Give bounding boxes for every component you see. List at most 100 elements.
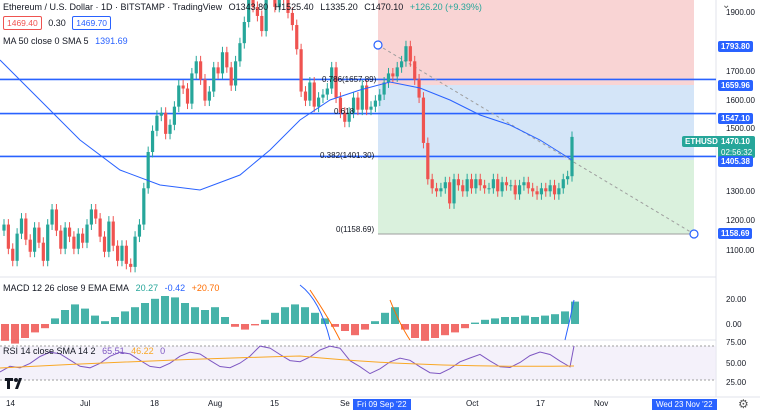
candle-body: [273, 0, 277, 7]
rsi-axis-tick: 75.00: [726, 338, 747, 347]
candle-body: [417, 79, 421, 98]
candle-body: [496, 179, 500, 192]
macd-histogram-bar: [181, 303, 189, 324]
candle-body: [434, 188, 439, 192]
macd-signal-line-2: [389, 299, 411, 341]
macd-histogram-bar: [471, 322, 479, 324]
candle-body: [286, 0, 290, 13]
rsi-legend-label: RSI 14 close SMA 14 2: [3, 346, 96, 356]
rsi-legend[interactable]: RSI 14 close SMA 14 2 65.51 46.22 0: [3, 345, 169, 357]
ma-legend-value: 1391.69: [95, 36, 128, 46]
candle-body: [478, 179, 482, 186]
candle-body: [81, 233, 85, 243]
fib-zone-green: [378, 160, 694, 234]
macd-legend[interactable]: MACD 12 26 close 9 EMA EMA 20.27 -0.42 +…: [3, 282, 223, 294]
price-tag-1547: 1547.10: [718, 113, 753, 124]
fib-label-786: 0.786(1657.89): [322, 75, 377, 84]
candle-body: [255, 6, 260, 16]
candle-body: [325, 88, 329, 95]
candle-body: [2, 224, 6, 231]
candle-body: [338, 97, 343, 113]
ohlc-change: +126.20 (+9.39%): [409, 2, 482, 12]
macd-histogram-bar: [191, 307, 199, 324]
macd-histogram-bar: [461, 324, 469, 329]
candle-body: [400, 61, 404, 68]
ma-legend[interactable]: MA 50 close 0 SMA 5 1391.69: [3, 35, 132, 47]
candle-body: [216, 67, 220, 74]
candle-body: [24, 218, 28, 240]
rsi-value: 65.51: [102, 346, 125, 356]
candle-body: [548, 185, 552, 192]
candle-body: [190, 73, 194, 104]
candle-body: [526, 182, 530, 189]
macd-histogram-bar: [541, 315, 549, 324]
macd-histogram-bar: [261, 319, 269, 324]
range-end-date[interactable]: Wed 23 Nov '22: [652, 399, 717, 410]
candle-body: [185, 88, 190, 104]
candle-body: [421, 97, 426, 143]
candle-body: [557, 188, 561, 195]
last-price: 1470.10: [721, 137, 750, 146]
candle-body: [290, 12, 294, 26]
candle-body: [500, 182, 504, 192]
settings-icon[interactable]: ⌄: [722, 0, 731, 11]
tradingview-logo[interactable]: [4, 374, 24, 392]
candle-body: [517, 185, 522, 195]
price-axis-tick: 1100.00: [726, 246, 755, 255]
candle-body: [448, 182, 452, 204]
macd-histogram-bar: [41, 324, 49, 329]
candle-body: [456, 179, 460, 186]
price-axis-tick: 1600.00: [726, 96, 755, 105]
candle-body: [142, 188, 146, 225]
time-tick-nov: Nov: [594, 399, 609, 408]
macd-histogram-bar: [121, 311, 129, 324]
candle-body: [19, 218, 24, 234]
candle-body: [535, 191, 539, 195]
range-start-date[interactable]: Fri 09 Sep '22: [353, 399, 411, 410]
macd-histogram-bar: [571, 301, 579, 324]
sell-button[interactable]: 1469.40: [3, 16, 42, 30]
candle-body: [365, 85, 369, 110]
candle-body: [395, 67, 399, 77]
candle-body: [32, 227, 37, 252]
candle-body: [85, 224, 89, 243]
gear-icon[interactable]: ⚙: [738, 397, 749, 410]
candle-body: [404, 46, 408, 62]
macd-histogram-bar: [1, 324, 9, 341]
macd-histogram-bar: [321, 318, 329, 324]
buy-button[interactable]: 1469.70: [72, 16, 112, 30]
candle-body: [566, 176, 570, 180]
spread-value: 0.30: [48, 18, 66, 28]
candle-body: [373, 100, 377, 107]
macd-histogram-bar: [481, 319, 489, 324]
macd-histogram-bar: [171, 297, 179, 324]
candle-body: [63, 227, 67, 249]
rsi-extra-value: 0: [160, 346, 166, 356]
candle-body: [539, 188, 544, 195]
macd-histogram-bar: [61, 310, 69, 324]
countdown: 02:56:32: [721, 148, 753, 157]
trend-anchor-end: [689, 229, 699, 239]
candle-body: [469, 179, 474, 189]
macd-histogram-bar: [141, 303, 149, 324]
candle-body: [225, 52, 229, 68]
candle-body: [360, 85, 364, 110]
macd-histogram-bar: [371, 321, 379, 324]
candle-body: [28, 239, 32, 252]
candle-body: [76, 233, 80, 249]
last-price-tag: 1470.10 02:56:32: [718, 136, 756, 158]
macd-signal-value: +20.70: [191, 283, 220, 293]
candle-body: [561, 179, 565, 189]
macd-histogram-bar: [131, 307, 139, 324]
candle-body: [277, 0, 281, 7]
candle-body: [46, 224, 50, 261]
macd-histogram-bar: [521, 315, 529, 324]
candle-body: [72, 236, 76, 249]
candle-body: [102, 236, 107, 252]
candle-body: [544, 188, 548, 192]
candle-body: [321, 94, 325, 98]
macd-histogram-bar: [11, 324, 19, 344]
candle-body: [168, 124, 172, 134]
